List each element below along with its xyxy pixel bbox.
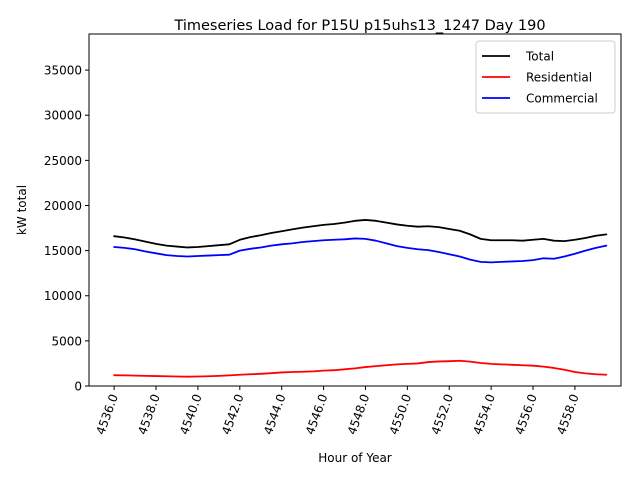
y-axis: 0 5000 10000 15000 20000 25000 30000 35000 <box>44 64 89 394</box>
x-axis-label: Hour of Year <box>318 451 392 465</box>
y-tick-label: 30000 <box>44 109 82 123</box>
legend: Total Residential Commercial <box>475 40 616 114</box>
series-layer <box>113 219 608 378</box>
legend-box <box>475 40 616 114</box>
legend-label-residential: Residential <box>526 71 592 85</box>
chart-title: Timeseries Load for P15U p15uhs13_1247 D… <box>173 18 545 34</box>
y-tick-label: 25000 <box>44 154 82 168</box>
series-line-residential <box>113 359 608 378</box>
series-line-commercial <box>113 237 608 264</box>
legend-label-total: Total <box>525 50 554 64</box>
y-tick-label: 0 <box>74 380 82 394</box>
y-tick-label: 15000 <box>44 244 82 258</box>
plot-frame <box>88 33 622 387</box>
legend-label-commercial: Commercial <box>526 92 598 106</box>
y-axis-label: kW total <box>15 185 29 235</box>
series-line-total <box>113 219 608 249</box>
y-tick-label: 10000 <box>44 289 82 303</box>
y-tick-label: 20000 <box>44 199 82 213</box>
y-tick-label: 35000 <box>44 64 82 78</box>
y-tick-label: 5000 <box>51 334 82 348</box>
